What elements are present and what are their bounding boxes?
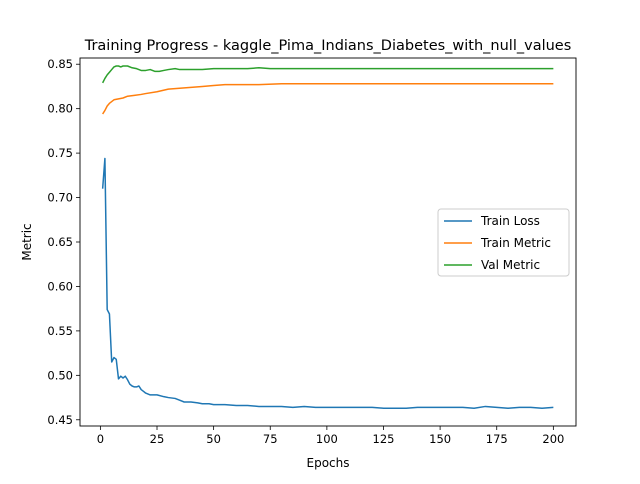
x-tick-label: 150 (429, 432, 451, 446)
series-layer (101, 65, 554, 409)
series-line-train-metric (102, 83, 554, 115)
x-tick-label: 0 (97, 432, 104, 446)
legend-label-val-metric: Val Metric (481, 258, 540, 272)
y-axis-label: Metric (20, 223, 34, 260)
y-tick-label: 0.50 (47, 368, 73, 382)
x-tick-label: 25 (150, 432, 165, 446)
legend-box (437, 208, 570, 277)
x-tick-label: 75 (263, 432, 278, 446)
y-tick-label: 0.80 (47, 102, 73, 116)
x-tick-label: 100 (316, 432, 338, 446)
x-tick-label: 175 (486, 432, 508, 446)
y-tick-label: 0.65 (47, 235, 73, 249)
y-axis-ticks: 0.45 0.50 0.55 0.60 0.65 0.70 0.75 0.80 0.85 (47, 57, 80, 427)
legend: Train Loss Train Metric Val Metric (437, 208, 570, 277)
legend-label-train-loss: Train Loss (480, 214, 540, 228)
x-tick-label: 50 (206, 432, 221, 446)
y-tick-label: 0.70 (47, 191, 73, 205)
series-line-train-loss (101, 157, 554, 409)
axes-frame (79, 57, 577, 427)
x-tick-label: 125 (373, 432, 395, 446)
x-axis-label: Epochs (307, 456, 350, 470)
y-tick-label: 0.55 (47, 324, 73, 338)
y-tick-label: 0.45 (47, 413, 73, 427)
x-axis-ticks: 0 25 50 75 100 125 150 175 200 (97, 426, 564, 446)
chart-title: Training Progress - kaggle_Pima_Indians_… (84, 38, 572, 54)
y-tick-label: 0.60 (47, 279, 73, 293)
series-line-val-metric (101, 65, 554, 84)
legend-label-train-metric: Train Metric (480, 236, 551, 250)
y-tick-label: 0.75 (47, 146, 73, 160)
x-tick-label: 200 (542, 432, 564, 446)
y-tick-label: 0.85 (47, 57, 73, 71)
